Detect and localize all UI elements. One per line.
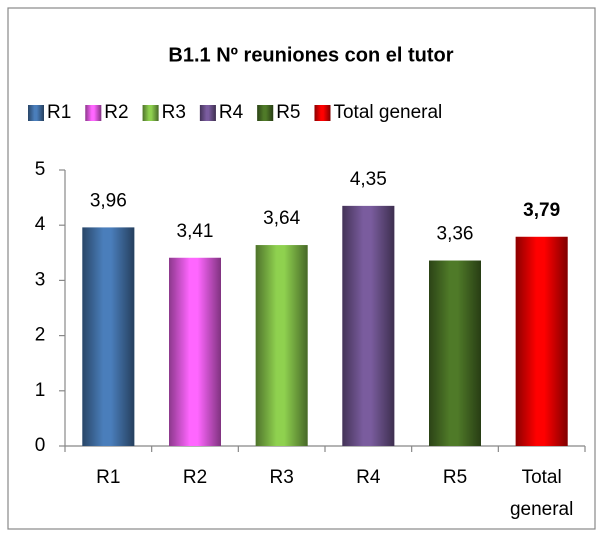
y-tick-label: 4 <box>35 214 46 235</box>
legend-label: R4 <box>219 102 244 123</box>
data-label: 3,64 <box>263 208 300 229</box>
x-tick-label: R2 <box>182 467 208 488</box>
x-tick-label: R4 <box>356 467 381 488</box>
legend-swatch-shade <box>314 105 331 121</box>
legend-label: R2 <box>104 102 128 123</box>
legend-swatch-shade <box>142 105 159 121</box>
legend-swatch-shade <box>199 105 216 121</box>
data-label: 3,79 <box>523 200 560 221</box>
x-tick-label: R5 <box>442 467 468 488</box>
data-label: 3,36 <box>437 224 474 245</box>
y-tick-label: 5 <box>35 159 46 180</box>
legend-label: R3 <box>162 102 186 123</box>
legend-label: Total general <box>333 102 442 123</box>
data-label: 4,35 <box>350 169 387 190</box>
bar-shade <box>255 245 308 446</box>
legend-swatch-shade <box>85 105 102 121</box>
x-tick-label: R1 <box>96 467 121 488</box>
y-tick-label: 1 <box>35 380 46 401</box>
legend-label: R5 <box>276 102 300 123</box>
y-tick-label: 3 <box>35 269 46 290</box>
bar-shade <box>342 205 395 446</box>
legend-label: R1 <box>47 102 71 123</box>
chart-title: B1.1 Nº reuniones con el tutor <box>168 44 453 66</box>
x-tick-label: Total general <box>509 467 574 520</box>
bar-shade <box>515 236 568 446</box>
bar-shade <box>169 257 221 446</box>
bar-shade <box>82 227 135 446</box>
y-tick-label: 2 <box>35 325 46 346</box>
y-tick-label: 0 <box>35 435 46 456</box>
data-label: 3,96 <box>90 190 127 211</box>
data-label: 3,41 <box>177 221 214 242</box>
legend-swatch-shade <box>257 105 274 121</box>
bar-shade <box>429 260 481 446</box>
legend-swatch-shade <box>28 105 44 121</box>
x-tick-label: R3 <box>269 467 294 488</box>
